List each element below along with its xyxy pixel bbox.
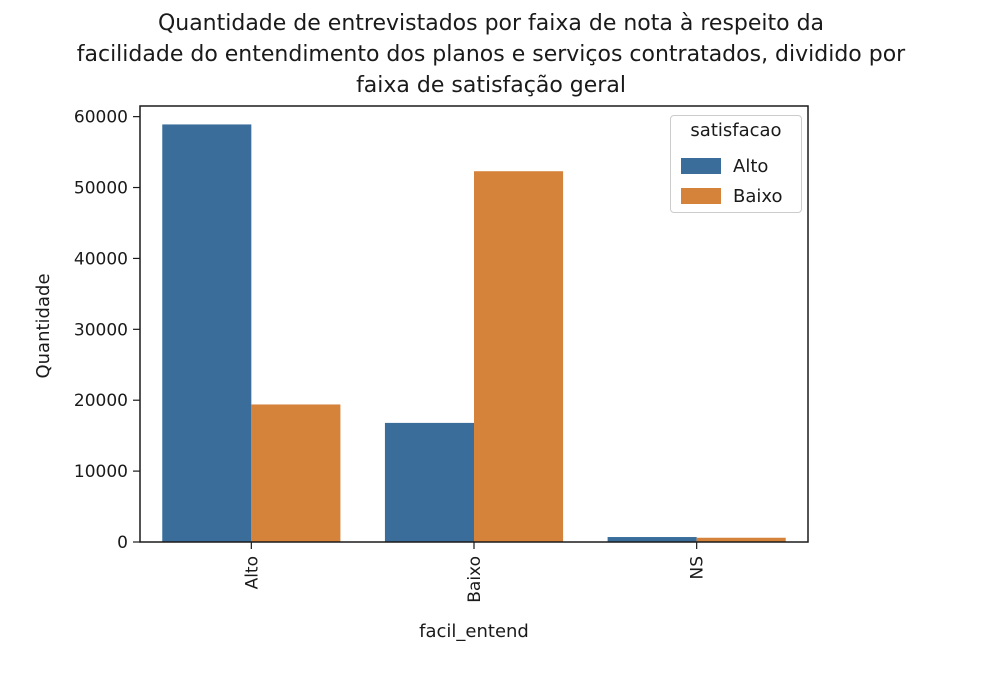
x-tick-label-baixo: Baixo (465, 556, 485, 603)
legend-title: satisfacao (690, 120, 782, 141)
y-tick-label-40000: 40000 (74, 249, 128, 269)
y-tick-label-10000: 10000 (74, 462, 128, 482)
bar-ns-alto (607, 537, 697, 542)
bar-ns-baixo (696, 537, 786, 542)
legend-label-alto: Alto (733, 155, 769, 177)
legend-swatch-alto (681, 158, 721, 174)
y-tick-label-50000: 50000 (74, 179, 128, 199)
y-axis: 0 10000 20000 30000 40000 50000 60000 (74, 108, 140, 553)
y-tick-label-20000: 20000 (74, 391, 128, 411)
x-axis-label: facil_entend (419, 621, 529, 642)
legend-swatch-baixo (681, 188, 721, 204)
legend-label-baixo: Baixo (733, 185, 783, 207)
bars-group (162, 124, 786, 542)
bar-baixo-alto (384, 422, 474, 542)
legend: satisfacao Alto Baixo (670, 115, 802, 213)
y-tick-label-60000: 60000 (74, 108, 128, 128)
chart-title-line-2: facilidade do entendimento dos planos e … (76, 42, 906, 67)
y-tick-label-0: 0 (117, 533, 128, 553)
legend-item-alto: Alto (681, 154, 768, 178)
bar-baixo-baixo (474, 171, 564, 542)
bar-alto-baixo (251, 404, 341, 542)
chart-title-line-3: faixa de satisfação geral (356, 73, 626, 98)
x-axis: Alto Baixo NS (242, 542, 708, 603)
y-tick-label-30000: 30000 (74, 320, 128, 340)
chart-title-line-1: Quantidade de entrevistados por faixa de… (157, 11, 825, 36)
bar-alto-alto (162, 124, 252, 542)
x-tick-label-alto: Alto (242, 556, 262, 589)
y-axis-label: Quantidade (33, 273, 54, 378)
x-tick-label-ns: NS (688, 556, 708, 580)
legend-item-baixo: Baixo (681, 184, 783, 208)
